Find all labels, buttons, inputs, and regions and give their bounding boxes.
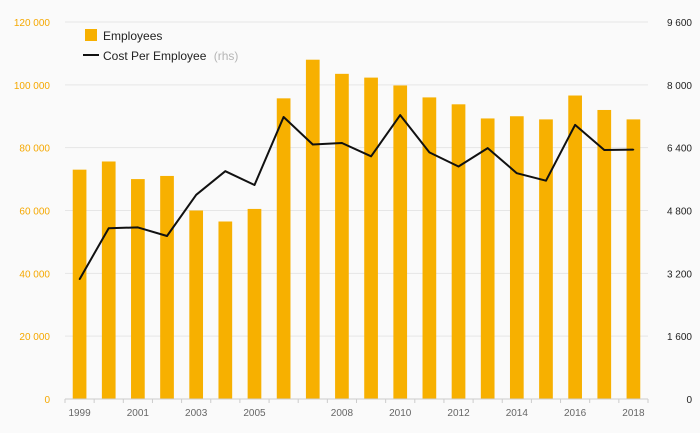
- line-point: [253, 184, 256, 186]
- legend-cost-name: Cost Per Employee: [103, 49, 207, 63]
- line-point: [224, 170, 227, 173]
- left-tick-label: 40 000: [19, 269, 50, 280]
- right-tick-label: 0: [686, 395, 692, 406]
- bar: [597, 109, 612, 399]
- x-axis: 1999 2001 2003 2005 2008 2010 2012 2014 2016 2018: [64, 398, 649, 419]
- line-point: [166, 235, 168, 237]
- line-series: [78, 114, 635, 281]
- left-tick-label: 80 000: [19, 144, 50, 155]
- right-tick-label: 1 600: [667, 332, 692, 343]
- line-point: [107, 227, 110, 229]
- left-tick-label: 20 000: [19, 332, 50, 343]
- line-point: [370, 155, 372, 158]
- left-tick-label: 60 000: [19, 207, 50, 218]
- bar: [101, 161, 116, 399]
- bar: [305, 59, 320, 399]
- right-tick-label: 4 800: [667, 207, 692, 218]
- right-axis: 0 1 600 3 200 4 800 6 400 8 000 9 600: [667, 18, 692, 406]
- bar: [451, 104, 466, 399]
- bar: [189, 210, 204, 399]
- x-tick-label: 2016: [564, 408, 587, 419]
- bar: [539, 119, 553, 400]
- gridlines: [65, 21, 648, 337]
- line-point: [341, 142, 343, 144]
- bar: [335, 73, 349, 400]
- line-point: [311, 143, 314, 146]
- legend-employees-swatch: [85, 29, 97, 41]
- line-point: [457, 165, 460, 168]
- line-point: [574, 124, 576, 126]
- left-tick-label: 120 000: [14, 18, 51, 29]
- cost-line: [78, 114, 634, 280]
- x-tick-label: 2012: [447, 408, 470, 419]
- line-point: [603, 149, 606, 151]
- line-point: [399, 114, 402, 116]
- bar: [626, 119, 641, 400]
- right-tick-label: 8 000: [667, 81, 692, 92]
- right-tick-label: 3 200: [667, 269, 692, 280]
- line-point: [516, 172, 518, 174]
- bar: [218, 221, 233, 399]
- legend-cost-label: Cost Per Employee (rhs): [103, 49, 238, 63]
- x-tick-label: 2018: [622, 408, 645, 419]
- line-point: [545, 179, 547, 182]
- legend: Employees Cost Per Employee (rhs): [83, 29, 238, 63]
- x-tick-label: 2001: [127, 408, 150, 419]
- bar: [131, 179, 145, 399]
- line-point: [486, 147, 489, 149]
- line-point: [137, 226, 139, 229]
- line-point: [282, 116, 285, 118]
- bar: [393, 85, 408, 399]
- x-tick-label: 2005: [243, 408, 266, 419]
- left-tick-label: 100 000: [14, 81, 51, 92]
- x-tick-label: 2010: [389, 408, 412, 419]
- bar-series: [72, 59, 641, 400]
- left-tick-label: 0: [44, 395, 50, 406]
- x-tick-label: 1999: [68, 408, 91, 419]
- legend-cost-note: (rhs): [214, 49, 239, 63]
- bar: [509, 116, 524, 399]
- x-tick-label: 2008: [331, 408, 354, 419]
- line-point: [632, 148, 635, 151]
- line-point: [195, 193, 197, 196]
- bar: [276, 98, 291, 399]
- bar: [422, 97, 437, 400]
- legend-employees-label: Employees: [103, 29, 162, 43]
- line-point: [428, 151, 431, 154]
- bar: [364, 77, 378, 400]
- left-axis: 0 20 000 40 000 60 000 80 000 100 000 120 000: [14, 18, 51, 406]
- line-point: [78, 278, 81, 281]
- bar: [568, 95, 582, 399]
- right-tick-label: 9 600: [667, 18, 692, 29]
- bar: [480, 118, 495, 400]
- x-tick-label: 2003: [185, 408, 208, 419]
- x-tick-label: 2014: [506, 408, 529, 419]
- bar: [160, 175, 174, 399]
- bar: [247, 208, 262, 399]
- right-tick-label: 6 400: [667, 144, 692, 155]
- bar: [72, 169, 87, 399]
